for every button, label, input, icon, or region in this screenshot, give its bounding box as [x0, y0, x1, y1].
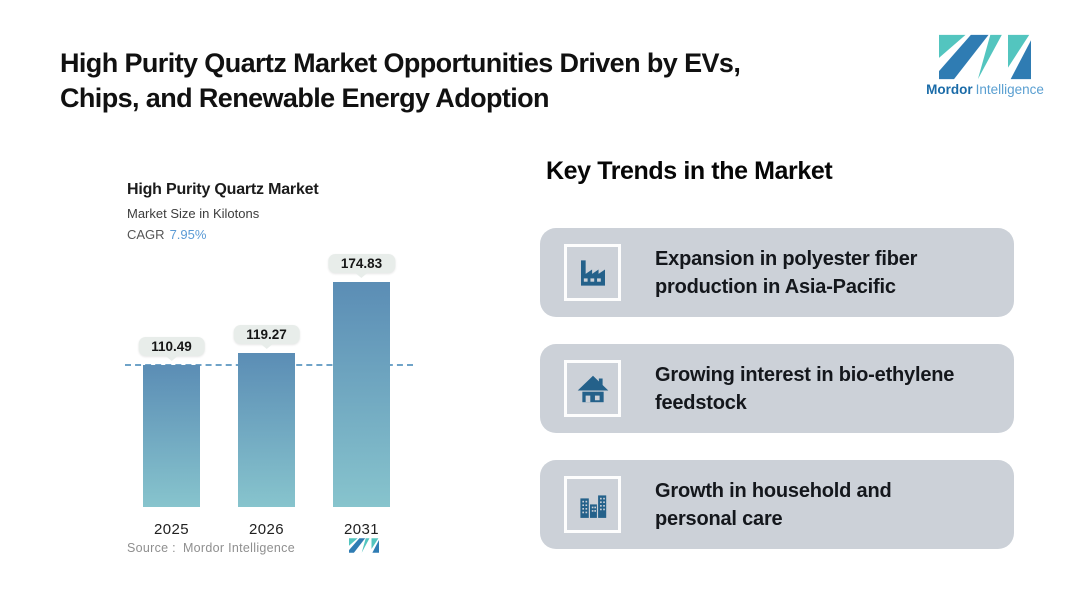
chart-cagr: CAGR 7.95% [127, 227, 318, 242]
logo-wordmark: Mordor Intelligence [924, 82, 1046, 97]
bar-2026 [238, 353, 295, 507]
trend-text-line2: personal care [655, 507, 783, 530]
bar-group: 110.49 2025 [138, 240, 205, 538]
bar-value-label: 119.27 [233, 325, 300, 349]
chart-watermark [349, 538, 379, 553]
bar-value-label: 174.83 [327, 254, 396, 278]
trend-card-polyester: Expansion in polyester fiber production … [540, 228, 1014, 317]
bar-2025 [143, 365, 200, 507]
trend-text-line1: Expansion in polyester fiber [655, 247, 918, 270]
bar-2031 [333, 282, 390, 507]
x-axis-label: 2026 [249, 521, 284, 538]
cagr-label: CAGR [127, 227, 165, 242]
trend-text-line2: production in Asia-Pacific [655, 275, 896, 298]
source-label: Source : [127, 541, 176, 555]
buildings-icon [579, 494, 606, 518]
bar-group: 174.83 2031 [327, 240, 396, 538]
bar-group: 119.27 2026 [233, 240, 300, 538]
trend-card-household: Growth in household and personal care [540, 460, 1014, 549]
mordor-intelligence-logo: Mordor Intelligence [924, 34, 1046, 97]
trend-card-text: Growth in household and personal care [655, 477, 892, 533]
page-title-line1: High Purity Quartz Market Opportunities … [60, 48, 741, 78]
trends-heading: Key Trends in the Market [546, 157, 833, 185]
icon-tile [564, 244, 621, 301]
trend-card-text: Expansion in polyester fiber production … [655, 245, 917, 301]
icon-tile [564, 360, 621, 417]
chart-title: High Purity Quartz Market [127, 181, 319, 198]
chart-header: High Purity Quartz Market Market Size in… [127, 181, 319, 242]
chart-subtitle: Market Size in Kilotons [127, 206, 260, 221]
x-axis-label: 2031 [344, 521, 379, 538]
bar-value-label: 110.49 [138, 337, 205, 361]
logo-text-mordor: Mordor [926, 82, 973, 97]
page-title: High Purity Quartz Market Opportunities … [60, 46, 880, 116]
mordor-logo-mini-icon [349, 538, 379, 553]
trend-cards: Expansion in polyester fiber production … [540, 228, 1014, 549]
page-title-line2: Chips, and Renewable Energy Adoption [60, 83, 550, 113]
trend-text-line1: Growth in household and [655, 479, 892, 502]
x-axis-label: 2025 [154, 521, 189, 538]
label-pointer-icon [165, 356, 178, 361]
icon-tile [564, 476, 621, 533]
trend-text-line2: feedstock [655, 391, 747, 414]
trend-card-text: Growing interest in bio-ethylene feedsto… [655, 361, 954, 417]
label-pointer-icon [260, 344, 273, 349]
label-pointer-icon [355, 273, 368, 278]
factory-icon [580, 259, 605, 286]
cagr-value: 7.95% [169, 227, 207, 242]
source-brand: Mordor Intelligence [182, 541, 295, 555]
mordor-logo-icon [939, 34, 1031, 80]
logo-text-intelligence: Intelligence [975, 82, 1044, 97]
house-icon [577, 375, 608, 402]
trend-text-line1: Growing interest in bio-ethylene [655, 363, 955, 386]
source-note: Source : Mordor Intelligence [127, 541, 295, 555]
trend-card-bioethylene: Growing interest in bio-ethylene feedsto… [540, 344, 1014, 433]
bar-plot: 110.49 2025 119.27 2026 174.83 2031 [125, 240, 413, 538]
